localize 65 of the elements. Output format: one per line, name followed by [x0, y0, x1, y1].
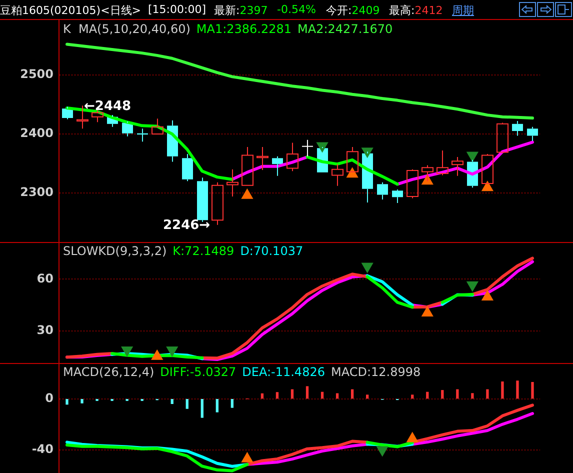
y-tick-label: 2300	[20, 185, 54, 200]
bar	[441, 390, 444, 399]
text: 最新:2397	[214, 3, 268, 18]
candlestick	[152, 118, 164, 134]
candlestick	[242, 146, 254, 186]
bar	[456, 389, 459, 399]
bar	[531, 382, 534, 399]
candlestick	[332, 164, 344, 186]
text: 豆粕1605(020105)<日线>	[0, 3, 142, 18]
candlestick	[392, 188, 403, 204]
text: K:72.1489	[172, 244, 234, 258]
bar	[230, 398, 234, 408]
text: DEA:-11.4826	[242, 365, 325, 379]
text: DIFF:-5.0327	[160, 365, 236, 379]
text: 最高:2412	[389, 3, 443, 18]
candlestick	[512, 120, 523, 136]
bar	[516, 380, 519, 399]
bar	[186, 398, 188, 409]
bar	[366, 394, 369, 399]
candlestick	[272, 156, 283, 176]
bar	[306, 386, 309, 399]
y-tick-label: 2400	[20, 126, 54, 140]
candlestick	[377, 182, 388, 200]
bar	[471, 393, 474, 399]
bar	[336, 393, 339, 399]
text: 今开:2409	[326, 3, 380, 18]
y-tick-label: 2500	[20, 67, 54, 82]
bar	[276, 392, 279, 399]
text: 周期	[452, 3, 474, 18]
text: MA1:2386.2281	[196, 22, 292, 36]
bar	[411, 394, 414, 399]
bar	[320, 392, 324, 399]
candlestick	[182, 154, 193, 182]
chart-title: MACD(26,12,4)	[63, 365, 154, 379]
candlestick	[212, 182, 224, 226]
candlestick	[256, 146, 268, 170]
bar	[426, 392, 429, 399]
bar	[200, 398, 204, 418]
text: -0.54%	[277, 3, 316, 16]
chart-title: K MA(5,10,20,40,60)	[63, 22, 190, 36]
annotation: ←2448	[84, 99, 132, 114]
candlestick	[527, 126, 538, 142]
bar	[501, 381, 504, 399]
y-tick-label: 30	[36, 323, 54, 338]
candlestick	[302, 139, 314, 157]
candlestick	[226, 168, 238, 198]
y-tick-label: -40	[32, 442, 54, 456]
chart-title: SLOWKD(9,3,3,2)	[63, 244, 167, 258]
bar	[290, 389, 294, 399]
bar	[66, 398, 68, 405]
bar	[80, 398, 84, 404]
y-tick-label: 60	[36, 271, 54, 286]
bar	[170, 398, 174, 404]
bar	[216, 398, 218, 412]
bar	[350, 389, 354, 399]
candlestick	[452, 156, 464, 176]
y-tick-label: 0	[45, 390, 54, 405]
text: [15:00:00]	[148, 3, 206, 16]
candlestick	[436, 150, 448, 176]
text: MA2:2427.1670	[298, 22, 393, 36]
series-label: MACD:12.8998	[330, 365, 421, 379]
annotation: 2246→	[163, 218, 210, 233]
bar	[486, 389, 489, 399]
text: D:70.1037	[240, 244, 304, 258]
candlestick	[286, 142, 298, 172]
